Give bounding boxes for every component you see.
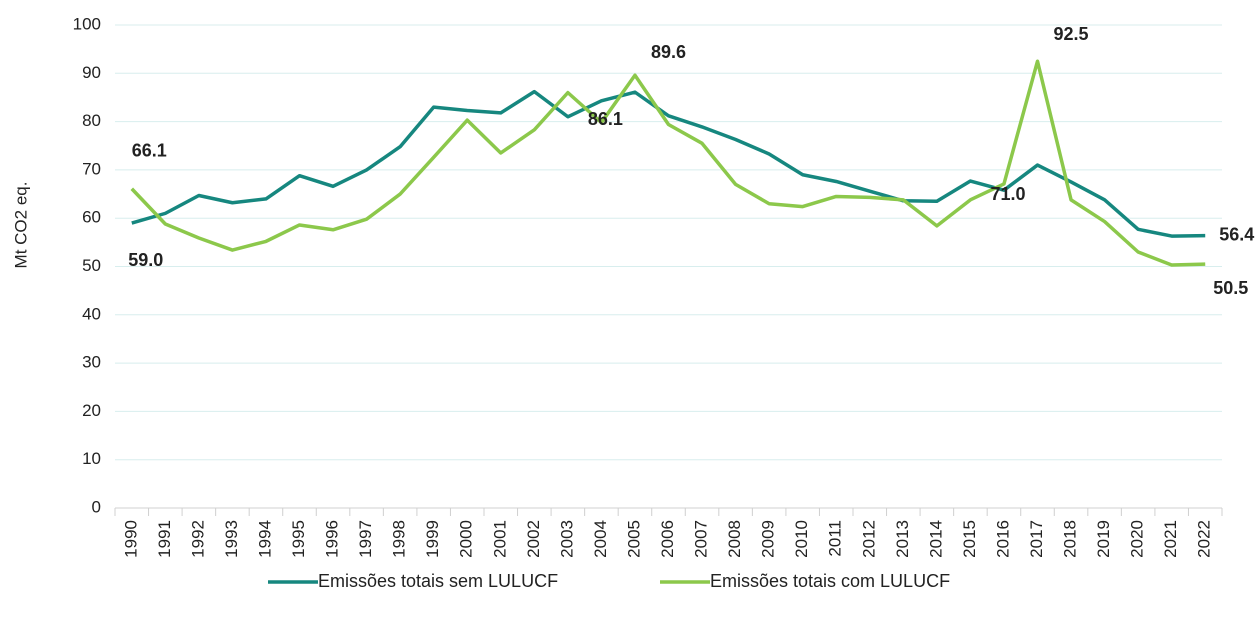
data-label: 92.5 [1054, 24, 1089, 44]
data-label: 50.5 [1213, 278, 1248, 298]
y-tick-label: 10 [82, 449, 101, 468]
y-tick-label: 40 [82, 304, 101, 323]
data-label: 71.0 [990, 184, 1025, 204]
x-tick-label: 2019 [1094, 520, 1113, 558]
x-tick-label: 1991 [155, 520, 174, 558]
x-tick-label: 1994 [255, 520, 274, 558]
series-line [131, 89, 1206, 238]
x-tick-label: 2006 [658, 520, 677, 558]
x-tick-label: 2004 [591, 520, 610, 558]
y-tick-label: 20 [82, 401, 101, 420]
y-tick-label: 30 [82, 353, 101, 372]
y-tick-label: 60 [82, 208, 101, 227]
x-tick-label: 2022 [1195, 520, 1214, 558]
x-tick-label: 2014 [926, 520, 945, 558]
x-tick-label: 2007 [692, 520, 711, 558]
x-tick-label: 2017 [1027, 520, 1046, 558]
y-axis-label: Mt CO2 eq. [11, 182, 30, 269]
y-tick-label: 70 [82, 159, 101, 178]
x-tick-label: 2012 [859, 520, 878, 558]
data-label: 86.1 [588, 109, 623, 129]
legend-label: Emissões totais com LULUCF [710, 571, 950, 591]
x-tick-label: 2003 [557, 520, 576, 558]
x-tick-label: 2013 [893, 520, 912, 558]
x-tick-label: 2015 [960, 520, 979, 558]
data-label: 89.6 [651, 42, 686, 62]
y-tick-label: 100 [73, 14, 101, 33]
x-tick-label: 2002 [524, 520, 543, 558]
data-label: 56.4 [1219, 224, 1254, 244]
x-tick-label: 2005 [624, 520, 643, 558]
x-tick-label: 2001 [490, 520, 509, 558]
x-tick-label: 2010 [792, 520, 811, 558]
x-tick-label: 1999 [423, 520, 442, 558]
x-tick-label: 1992 [188, 520, 207, 558]
series-line [130, 59, 1206, 267]
x-tick-label: 2018 [1061, 520, 1080, 558]
x-tick-label: 2020 [1128, 520, 1147, 558]
y-tick-label: 50 [82, 256, 101, 275]
x-tick-label: 1997 [356, 520, 375, 558]
x-tick-label: 1993 [222, 520, 241, 558]
data-label: 66.1 [132, 140, 167, 160]
x-tick-label: 2021 [1161, 520, 1180, 558]
x-tick-label: 2011 [826, 520, 845, 557]
x-tick-label: 1990 [121, 520, 140, 558]
y-tick-label: 0 [92, 497, 101, 516]
legend-label: Emissões totais sem LULUCF [318, 571, 558, 591]
x-tick-label: 2009 [759, 520, 778, 558]
y-tick-label: 90 [82, 63, 101, 82]
x-tick-label: 1995 [289, 520, 308, 558]
y-tick-label: 80 [82, 111, 101, 130]
data-label: 59.0 [128, 250, 163, 270]
x-tick-label: 2008 [725, 520, 744, 558]
x-tick-label: 1998 [390, 520, 409, 558]
x-tick-label: 1996 [323, 520, 342, 558]
x-tick-label: 2000 [457, 520, 476, 558]
x-tick-label: 2016 [993, 520, 1012, 558]
